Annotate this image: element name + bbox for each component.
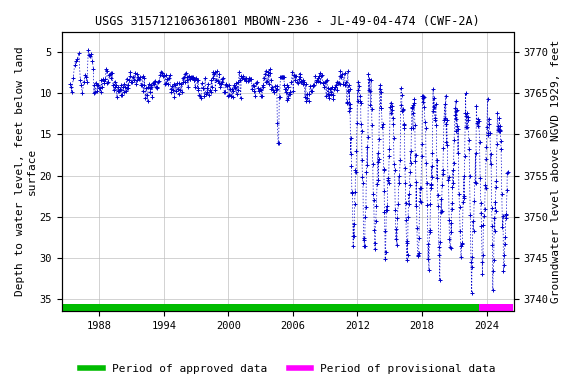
Title: USGS 315712106361801 MBOWN-236 - JL-49-04-474 (CWF-2A): USGS 315712106361801 MBOWN-236 - JL-49-0… <box>95 15 480 28</box>
Bar <box>62 304 479 311</box>
Bar <box>479 304 513 311</box>
Legend: Period of approved data, Period of provisional data: Period of approved data, Period of provi… <box>76 359 500 379</box>
Y-axis label: Groundwater level above NGVD 1929, feet: Groundwater level above NGVD 1929, feet <box>551 40 561 303</box>
Y-axis label: Depth to water level, feet below land
surface: Depth to water level, feet below land su… <box>15 46 37 296</box>
